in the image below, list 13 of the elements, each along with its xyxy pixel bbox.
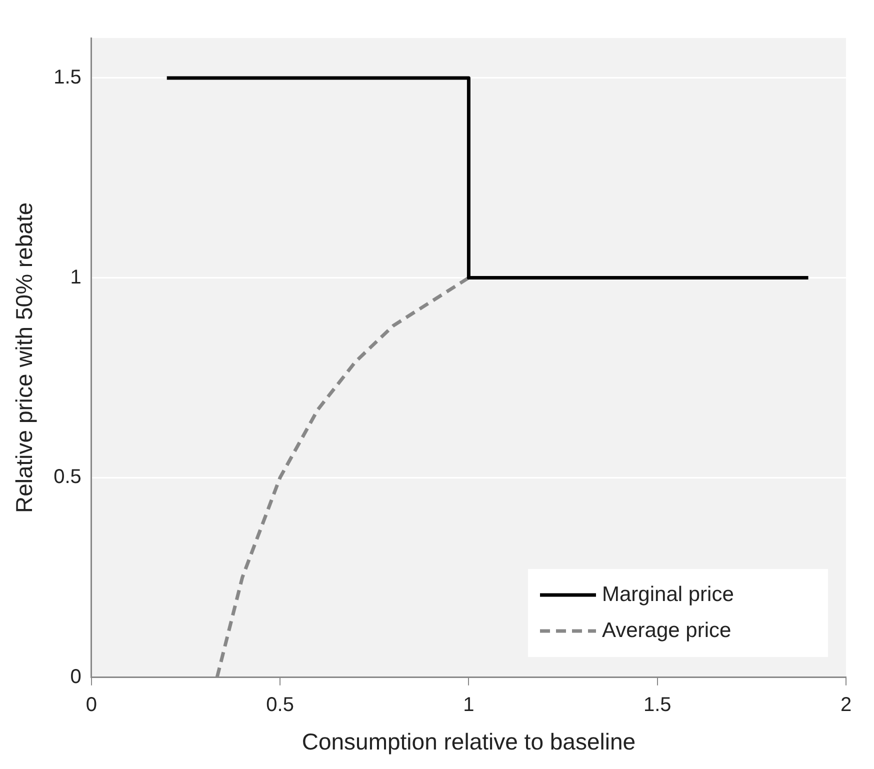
y-tick-label: 1	[70, 266, 82, 288]
legend-label: Marginal price	[602, 583, 734, 608]
legend-label: Average price	[602, 619, 732, 644]
x-tick-label: 1.5	[643, 694, 672, 716]
x-tick-label: 0	[86, 694, 97, 716]
y-axis-title: Relative price with 50% rebate	[11, 202, 38, 514]
x-axis-title: Consumption relative to baseline	[302, 728, 636, 755]
x-tick-label: 2	[840, 694, 852, 716]
y-tick-label: 0	[70, 666, 82, 688]
x-tick-label: 0.5	[266, 694, 294, 716]
y-tick-label: 0.5	[54, 466, 82, 488]
x-tick-label: 1	[463, 694, 474, 716]
y-tick-label: 1.5	[54, 66, 82, 88]
